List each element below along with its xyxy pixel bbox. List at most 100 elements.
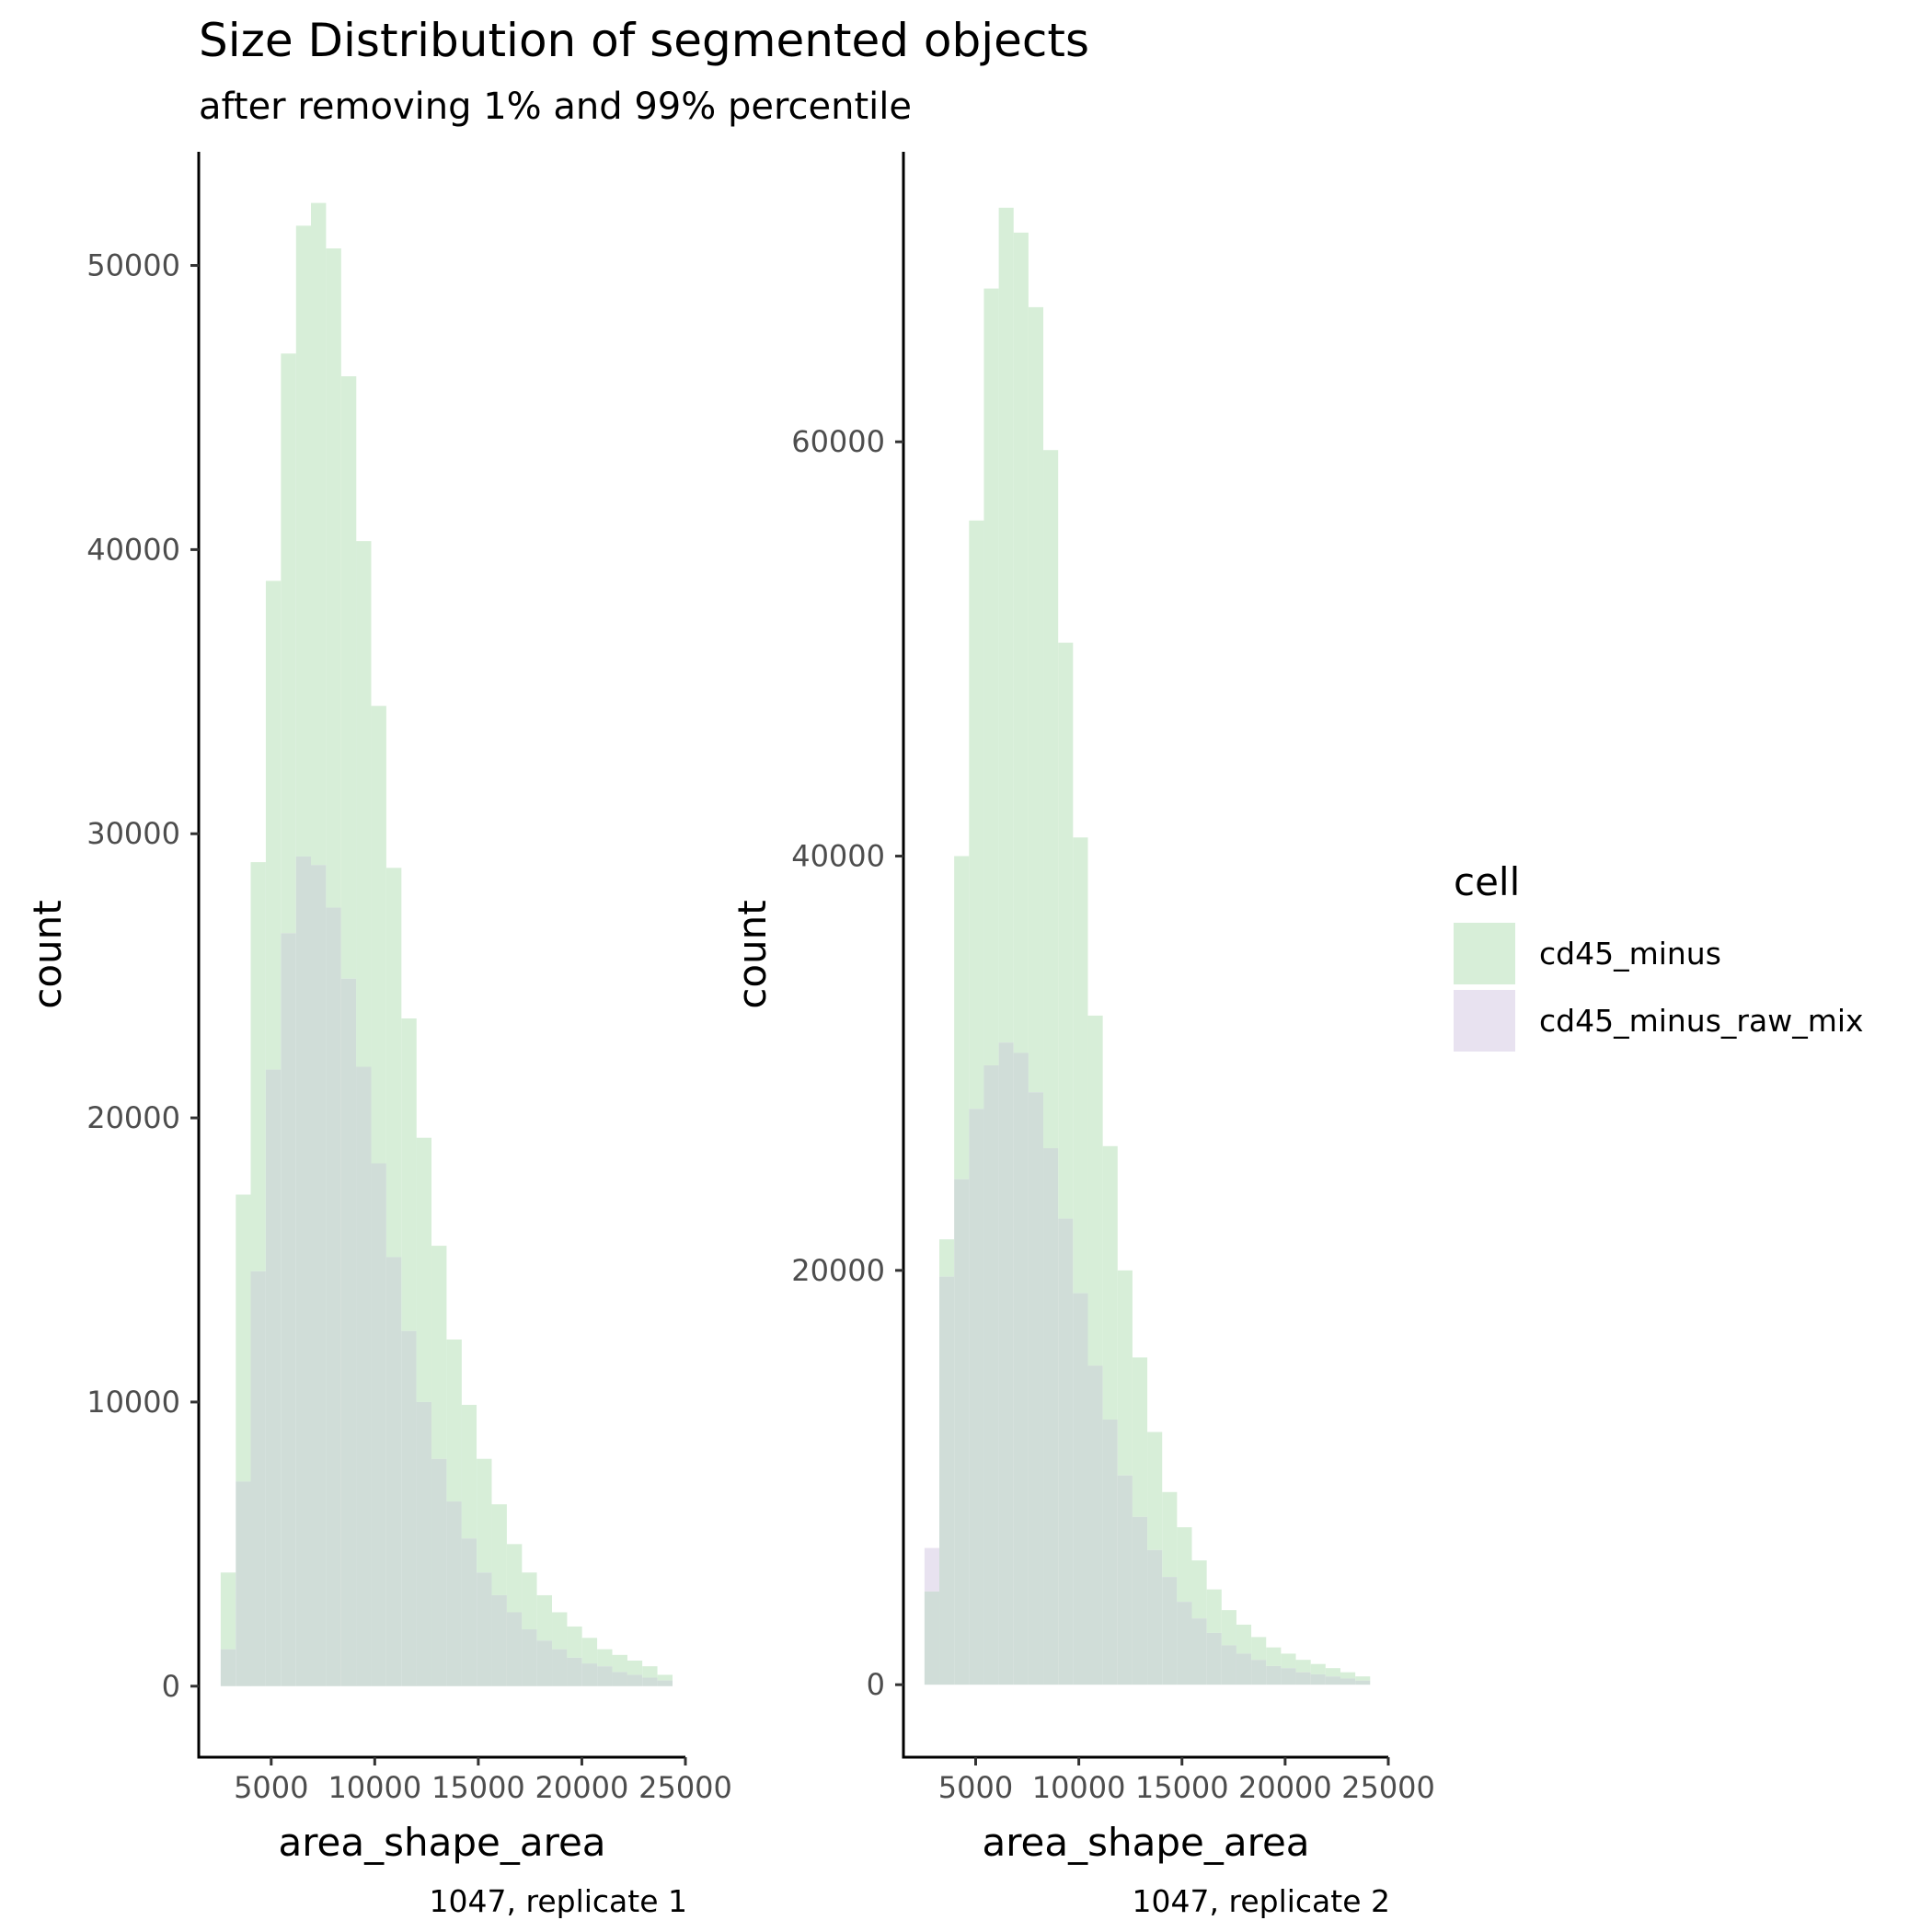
bar-overlap-5 <box>295 856 312 1686</box>
y-tick-label: 0 <box>162 1669 180 1704</box>
legend-label-cd45-minus: cd45_minus <box>1539 936 1721 972</box>
bar-cd45-minus-15 <box>446 1339 462 1502</box>
bar-overlap-6 <box>311 865 327 1686</box>
bar-cd45-minus-11 <box>1087 1015 1103 1366</box>
bar-overlap-14 <box>431 1458 447 1686</box>
bar-cd45-minus-17 <box>477 1458 492 1573</box>
x-tick-label: 5000 <box>234 1770 308 1805</box>
y-axis-label: count <box>25 900 70 1009</box>
bar-cd45-minus-1 <box>939 1239 955 1277</box>
bar-cd45-minus-1 <box>236 1194 251 1482</box>
bar-overlap-14 <box>1132 1516 1148 1685</box>
bar-overlap-8 <box>340 978 357 1686</box>
bar-overlap-27 <box>1325 1676 1340 1685</box>
bar-overlap-0 <box>924 1591 940 1685</box>
bar-cd45-minus-20 <box>522 1572 537 1630</box>
axis-lines <box>902 152 1388 1759</box>
bar-cd45-minus-27 <box>1325 1668 1340 1677</box>
bar-cd45-minus-13 <box>416 1137 431 1402</box>
bar-overlap-16 <box>1162 1577 1178 1685</box>
bar-overlap-22 <box>1251 1660 1267 1685</box>
bar-cd45-minus-24 <box>1281 1653 1296 1669</box>
bar-cd45-minus-9 <box>356 541 372 1067</box>
bar-overlap-25 <box>1295 1672 1311 1685</box>
panel-replicate-1: 0 10000 20000 30000 40000 50000 5000 10000 15000… <box>25 152 732 1919</box>
bar-cd45-minus-3 <box>969 520 984 1110</box>
x-tick-label: 20000 <box>1238 1770 1332 1805</box>
legend-key-cd45-minus <box>1454 923 1515 984</box>
bar-overlap-22 <box>552 1649 568 1686</box>
bar-overlap-3 <box>265 1069 282 1686</box>
panel-caption: 1047, replicate 1 <box>430 1883 687 1919</box>
bar-overlap-8 <box>1043 1148 1059 1685</box>
bar-cd45-minus-4 <box>983 288 999 1065</box>
bar-cd45-minus-25 <box>597 1649 613 1667</box>
bar-cd45-minus-27 <box>627 1660 643 1675</box>
bar-cd45-minus-5 <box>998 207 1014 1043</box>
x-tick-label: 15000 <box>431 1770 525 1805</box>
y-tick-label: 50000 <box>86 248 180 283</box>
bar-overlap-15 <box>1147 1549 1163 1685</box>
y-tick-label: 30000 <box>86 816 180 851</box>
bar-cd45-minus-14 <box>431 1246 447 1459</box>
bar-cd45-minus-2 <box>250 862 266 1271</box>
bar-cd45-minus-17 <box>1177 1527 1192 1603</box>
bar-overlap-19 <box>506 1612 523 1686</box>
bar-overlap-26 <box>612 1672 627 1686</box>
bar-overlap-4 <box>281 933 296 1686</box>
bar-cd45-minus-3 <box>265 581 282 1070</box>
bar-overlap-10 <box>371 1163 386 1686</box>
bar-overlap-7 <box>1028 1092 1044 1685</box>
bar-cd45-minus-28 <box>1340 1672 1356 1679</box>
bar-cd45-minus-26 <box>1310 1663 1326 1674</box>
bar-cd45-minus-29 <box>1355 1676 1371 1681</box>
bar-cd45-minus-22 <box>552 1612 568 1650</box>
bar-overlap-28 <box>1340 1678 1356 1685</box>
bar-overlap-12 <box>1102 1419 1118 1685</box>
bar-overlap-18 <box>491 1594 507 1686</box>
x-axis-label: area_shape_area <box>278 1820 605 1865</box>
bar-overlap-1 <box>236 1481 251 1686</box>
bar-overlap-15 <box>446 1501 462 1686</box>
x-tick-label: 10000 <box>1032 1770 1126 1805</box>
bar-cd45-minus-raw-mix-0 <box>924 1547 940 1592</box>
panel-replicate-2: 0 20000 40000 60000 5000 10000 15000 20000 25000… <box>730 152 1435 1919</box>
bar-overlap-24 <box>1281 1668 1296 1685</box>
bar-cd45-minus-13 <box>1117 1270 1133 1476</box>
bar-overlap-17 <box>477 1572 492 1686</box>
chart-subtitle: after removing 1% and 99% percentile <box>199 86 912 128</box>
bar-overlap-26 <box>1310 1673 1326 1685</box>
bar-cd45-minus-21 <box>536 1594 552 1641</box>
bar-overlap-17 <box>1177 1602 1192 1685</box>
y-tick-label: 20000 <box>86 1100 180 1135</box>
x-tick-label: 25000 <box>638 1770 732 1805</box>
bar-cd45-minus-26 <box>612 1654 627 1673</box>
bar-cd45-minus-6 <box>311 202 327 866</box>
y-tick-label: 40000 <box>86 532 180 567</box>
bar-overlap-10 <box>1073 1293 1088 1685</box>
bar-overlap-13 <box>1117 1475 1133 1685</box>
bar-overlap-27 <box>627 1674 643 1686</box>
y-tick-label: 60000 <box>791 424 885 459</box>
bar-cd45-minus-23 <box>1266 1647 1282 1666</box>
y-tick-label: 0 <box>867 1667 885 1702</box>
bar-overlap-21 <box>536 1640 552 1686</box>
bar-overlap-12 <box>401 1330 417 1686</box>
bar-overlap-7 <box>326 907 341 1686</box>
bar-overlap-24 <box>581 1663 598 1686</box>
bar-overlap-25 <box>597 1666 613 1686</box>
y-tick-label: 40000 <box>791 839 885 874</box>
bar-cd45-minus-29 <box>657 1674 673 1681</box>
bar-cd45-minus-16 <box>1162 1491 1178 1578</box>
bar-overlap-29 <box>1355 1680 1371 1685</box>
x-tick-label: 15000 <box>1135 1770 1229 1805</box>
bar-overlap-1 <box>939 1276 955 1685</box>
axis-lines <box>197 152 685 1759</box>
bar-overlap-9 <box>1058 1218 1074 1685</box>
bar-cd45-minus-21 <box>1236 1624 1252 1654</box>
x-axis-label: area_shape_area <box>982 1820 1309 1865</box>
bar-overlap-13 <box>416 1401 431 1686</box>
bar-cd45-minus-10 <box>1073 837 1088 1294</box>
bar-cd45-minus-24 <box>581 1638 598 1664</box>
